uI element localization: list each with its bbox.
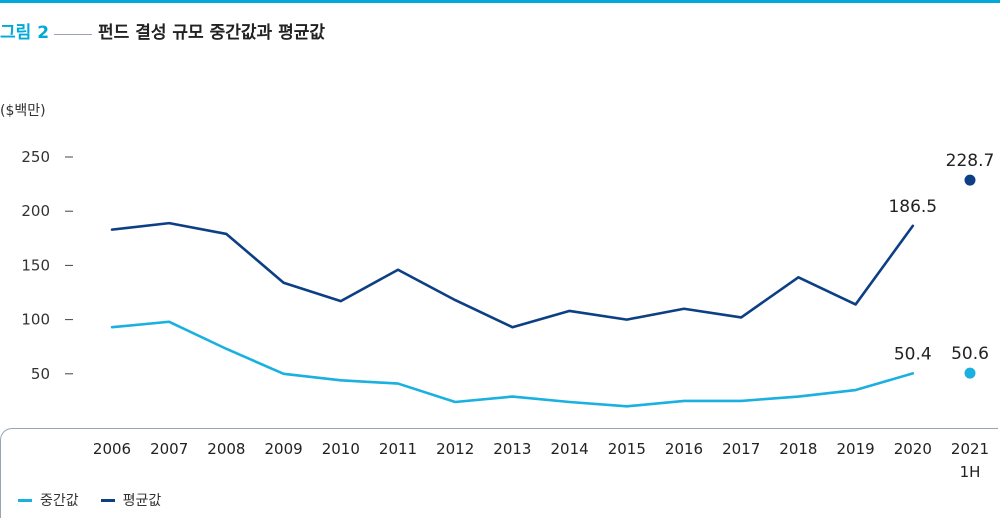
legend-label-mean: 평균값	[122, 493, 162, 509]
x-tick-label-2007: 2007	[150, 440, 188, 458]
x-tick-label-2017: 2017	[722, 440, 760, 458]
y-axis-unit-label: ($백만)	[0, 103, 46, 119]
data-label-2020-median: 50.4	[894, 344, 932, 364]
x-tick-label-2014: 2014	[551, 440, 589, 458]
data-label-2020-mean: 186.5	[888, 197, 937, 217]
y-tick-label-200: 200	[21, 202, 50, 220]
x-tick-label-2013: 2013	[493, 440, 531, 458]
x-tick-label-2006: 2006	[93, 440, 131, 458]
x-tick-label-2012: 2012	[436, 440, 474, 458]
top-rule	[0, 0, 1000, 3]
x-axis-frame	[0, 428, 998, 518]
y-tick-label-150: 150	[21, 256, 50, 274]
x-tick-sublabel-2021: 1H	[960, 463, 981, 481]
x-tick-label-2011: 2011	[379, 440, 417, 458]
x-tick-label-2008: 2008	[207, 440, 245, 458]
y-tick-label-100: 100	[21, 311, 50, 329]
y-tick-label-250: 250	[21, 148, 50, 166]
series-line-mean	[110, 221, 915, 329]
data-point-2021-mean	[964, 174, 976, 186]
legend-item-mean: 평균값	[100, 490, 162, 510]
figure-label-divider	[54, 34, 92, 35]
series-line-median	[110, 320, 915, 408]
figure-label: 그림 2	[0, 23, 50, 43]
x-tick-label-2009: 2009	[265, 440, 303, 458]
x-tick-label-2018: 2018	[779, 440, 817, 458]
data-point-2021-median	[964, 367, 976, 379]
x-tick-label-2010: 2010	[322, 440, 360, 458]
x-tick-label-2015: 2015	[608, 440, 646, 458]
x-tick-label-2016: 2016	[665, 440, 703, 458]
legend: 중간값 평균값	[18, 490, 161, 510]
x-tick-label-2021: 2021	[951, 440, 989, 458]
legend-swatch-median	[18, 498, 32, 502]
legend-swatch-mean	[100, 498, 115, 502]
data-label-2021-median: 50.6	[951, 344, 989, 364]
y-tick-label-50: 50	[31, 365, 50, 383]
legend-label-median: 중간값	[40, 493, 79, 509]
legend-item-median: 중간값	[18, 490, 79, 510]
x-tick-label-2019: 2019	[837, 440, 875, 458]
chart-title: 펀드 결성 규모 중간값과 평균값	[98, 23, 325, 43]
x-tick-label-2020: 2020	[894, 440, 932, 458]
data-label-2021-mean: 228.7	[946, 151, 995, 171]
